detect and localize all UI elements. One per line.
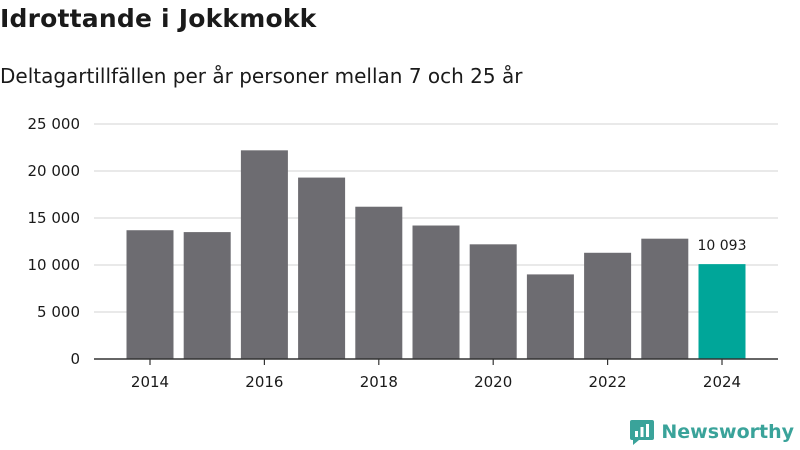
bar-2018 [355,206,403,359]
y-tick-label: 15 000 [28,209,81,227]
y-tick-label: 25 000 [28,115,81,133]
x-tick-label: 2018 [360,373,398,391]
brand-name: Newsworthy [661,421,794,443]
chart-subtitle: Deltagartillfällen per år personer mella… [0,64,523,88]
bar-2020 [469,244,517,359]
newsworthy-logo-icon [630,420,655,445]
chart-title: Idrottande i Jokkmokk [0,4,317,33]
bar-2022 [584,252,632,359]
data-label: 10 093 [698,238,747,254]
x-tick-label: 2020 [474,373,512,391]
y-tick-label: 10 000 [28,256,81,274]
x-tick-label: 2022 [589,373,627,391]
x-tick-label: 2016 [245,373,283,391]
x-tick-label: 2014 [131,373,169,391]
bar-2015 [183,232,231,359]
x-tick-label: 2024 [703,373,741,391]
bar-2016 [240,150,288,359]
bar-2019 [412,225,460,359]
y-tick-label: 5 000 [37,303,80,321]
x-axis: 2014 2016 2018 2020 2022 2024 [94,358,778,391]
bar-2014 [126,230,174,359]
bar-2023 [641,238,689,359]
y-axis-ticks: 0 5 000 10 000 15 000 20 000 25 000 [28,115,81,368]
y-tick-label: 20 000 [28,162,81,180]
bars [126,150,746,359]
bar-2017 [298,177,346,359]
bar-2024 [698,264,746,359]
brand: Newsworthy [629,418,794,446]
data-labels: 10 093 [698,238,747,254]
bar-2021 [526,274,574,359]
y-tick-label: 0 [70,350,80,368]
